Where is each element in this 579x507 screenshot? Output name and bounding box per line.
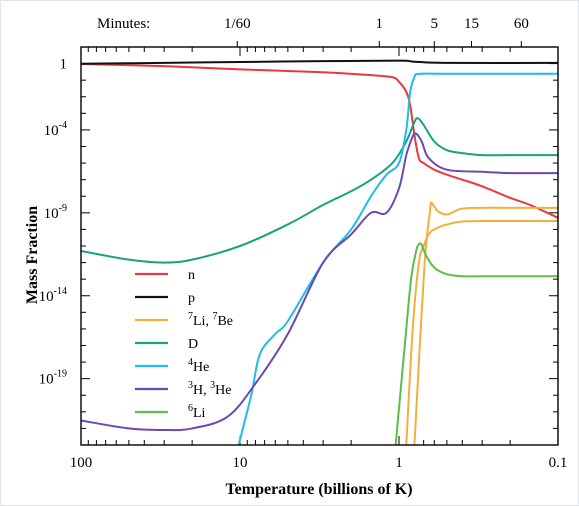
y-tick-label: 10-19 xyxy=(39,369,67,388)
legend-label: 6Li xyxy=(188,403,206,421)
legend-mass-number: 7 xyxy=(212,311,217,322)
x-tick-label: 10 xyxy=(233,455,248,471)
legend-label: 4He xyxy=(188,357,209,375)
legend-element: Li, xyxy=(193,314,212,329)
series-line-0 xyxy=(81,62,558,219)
y-tick-base: 1 xyxy=(60,57,68,73)
axis-ticks xyxy=(80,46,559,446)
legend-mass-number: 3 xyxy=(188,380,193,391)
series-line-2 xyxy=(413,201,558,445)
series-line-1 xyxy=(81,59,558,65)
legend-mass-number: 6 xyxy=(188,403,193,414)
top-axis-tick-label: 60 xyxy=(514,16,529,32)
top-time-axis: Minutes: 1/60 1 5 15 60 xyxy=(97,16,529,47)
legend-element: Be xyxy=(217,314,233,329)
top-axis-title: Minutes: xyxy=(97,16,150,32)
y-tick-exponent: -14 xyxy=(54,286,67,297)
y-tick-label: 1 xyxy=(60,57,68,73)
x-tick-label: 0.1 xyxy=(549,455,568,471)
y-tick-base: 10 xyxy=(39,372,54,388)
x-tick-label: 100 xyxy=(70,455,93,471)
series-layer xyxy=(81,59,558,445)
series-line-4 xyxy=(81,117,558,264)
legend-mass-number: 7 xyxy=(188,311,193,322)
legend-mass-number: 4 xyxy=(188,357,193,368)
legend-label: n xyxy=(188,268,195,283)
x-tick-label: 1 xyxy=(395,455,403,471)
plot-border xyxy=(80,46,559,446)
top-axis-tick-label: 1 xyxy=(376,16,384,32)
x-axis-title: Temperature (billions of K) xyxy=(225,481,412,498)
legend-label: 7Li, 7Be xyxy=(188,311,233,329)
legend-element: He xyxy=(215,383,231,398)
y-tick-base: 10 xyxy=(39,289,54,305)
y-tick-label: 10-14 xyxy=(39,286,67,305)
legend-mass-number: 3 xyxy=(210,380,215,391)
y-tick-exponent: -19 xyxy=(54,369,67,380)
top-axis-tick-label: 5 xyxy=(431,16,439,32)
legend-label: D xyxy=(188,337,198,352)
y-tick-label: 10-9 xyxy=(44,203,67,222)
y-tick-base: 10 xyxy=(44,123,59,139)
y-tick-exponent: -4 xyxy=(59,120,67,131)
legend-element: He xyxy=(193,360,209,375)
x-tick-labels: 100 10 1 0.1 xyxy=(70,455,568,471)
legend-label: 3H, 3He xyxy=(188,380,231,398)
y-tick-label: 10-4 xyxy=(44,120,67,139)
series-line-7 xyxy=(394,242,558,445)
legend-element: H, xyxy=(193,383,210,398)
y-tick-exponent: -9 xyxy=(59,203,67,214)
series-line-6 xyxy=(81,132,558,432)
top-axis-tick-label: 1/60 xyxy=(224,16,251,32)
series-line-3 xyxy=(405,220,558,445)
legend-label: p xyxy=(188,291,195,306)
top-axis-tick-label: 15 xyxy=(464,16,479,32)
legend-element: Li xyxy=(193,406,206,421)
y-tick-base: 10 xyxy=(44,206,59,222)
y-axis-title: Mass Fraction xyxy=(24,206,41,304)
series-line-5 xyxy=(237,72,558,445)
